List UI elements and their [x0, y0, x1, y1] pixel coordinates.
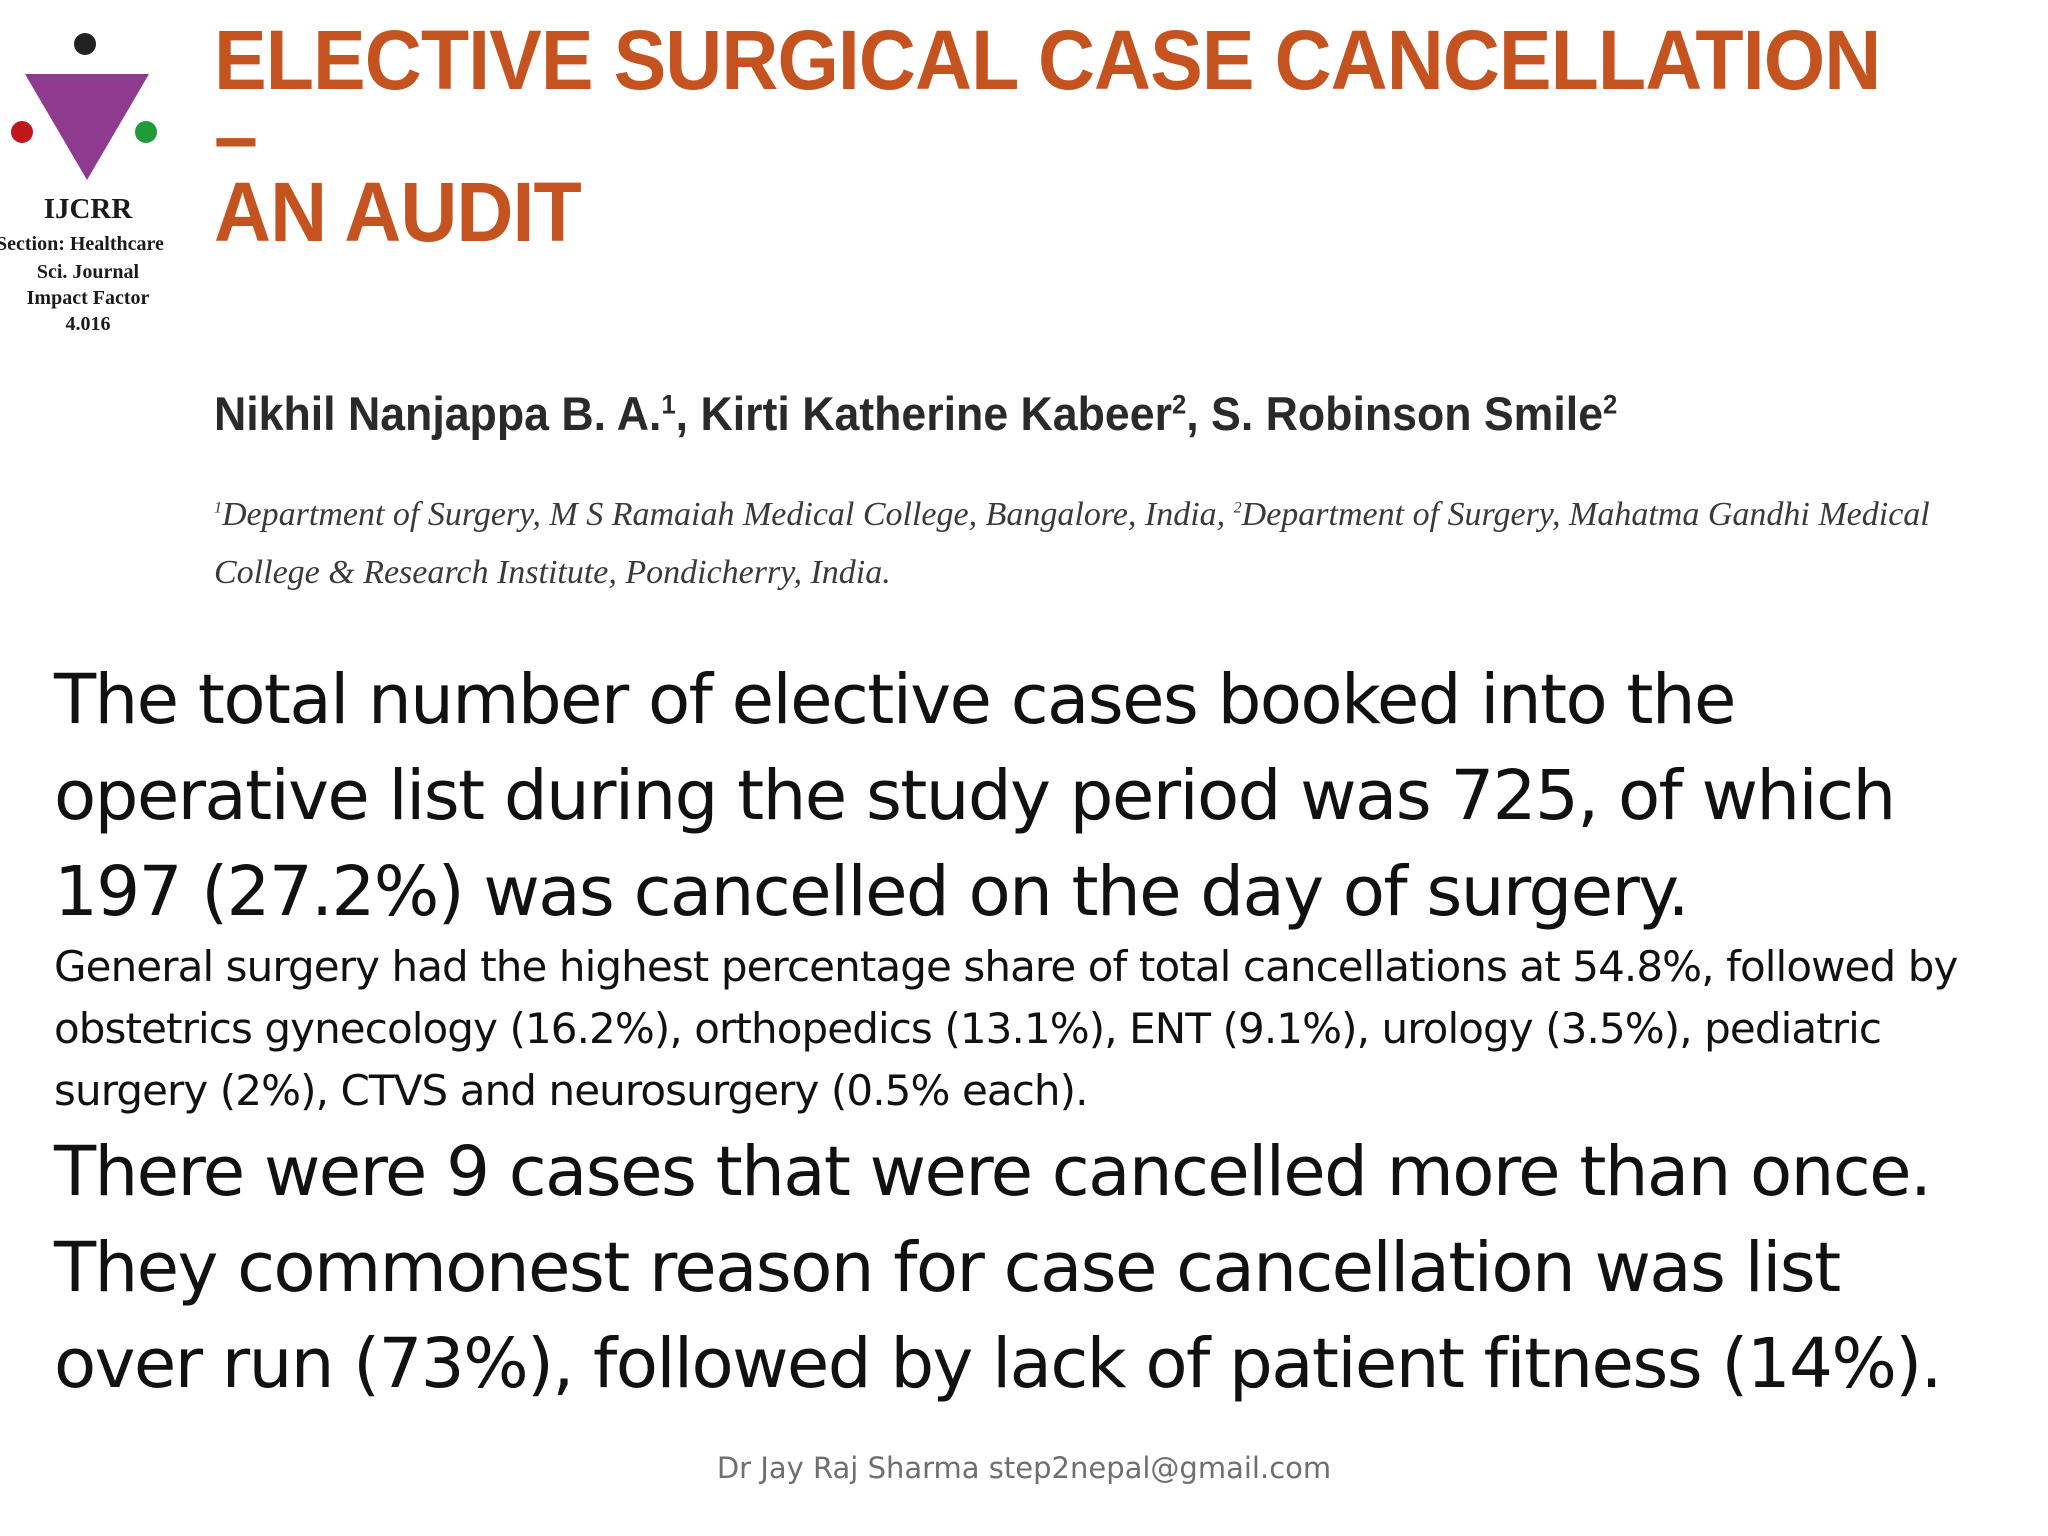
logo-journal-line2: Impact Factor: [26, 287, 150, 309]
logo-name: IJCRR: [43, 193, 133, 225]
summary-paragraph-specialty-share: General surgery had the highest percenta…: [54, 942, 1958, 1115]
logo-dot-top: [74, 33, 96, 55]
affiliation-text: 1Department of Surgery, M S Ramaiah Medi…: [214, 486, 2014, 602]
logo-triangle-icon: [11, 33, 157, 180]
logo-text: IJCRR Section: Healthcare Sci. Journal I…: [0, 189, 176, 337]
affiliation-1: Department of Surgery, M S Ramaiah Medic…: [222, 496, 1234, 533]
author-name: Nikhil Nanjappa B. A.: [214, 387, 662, 440]
affiliation-2: Department of Surgery, Mahatma Gandhi Me…: [214, 496, 1930, 591]
summary-paragraph-reasons: There were 9 cases that were cancelled m…: [54, 1132, 1943, 1404]
affiliation-marker: 2: [1233, 499, 1242, 517]
logo-impact-factor: 4.016: [65, 313, 111, 335]
author-name: Kirti Katherine Kabeer: [700, 387, 1172, 440]
author-affiliation-marker: 2: [1603, 389, 1618, 420]
affiliation-marker: 1: [214, 499, 222, 517]
journal-logo: IJCRR Section: Healthcare Sci. Journal I…: [0, 24, 196, 354]
logo-dot-right: [135, 121, 157, 143]
paper-title-line1: ELECTIVE SURGICAL CASE CANCELLATION –: [214, 13, 1881, 183]
author-name: S. Robinson Smile: [1211, 387, 1604, 440]
logo-dot-left: [11, 121, 33, 143]
author-affiliation-marker: 2: [1171, 389, 1187, 420]
summary-paragraph-total-cases: The total number of elective cases booke…: [54, 660, 1896, 932]
paper-title: ELECTIVE SURGICAL CASE CANCELLATION – AN…: [214, 18, 1934, 254]
author-affiliation-marker: 1: [661, 389, 676, 420]
paper-title-line2: AN AUDIT: [214, 165, 582, 259]
footer-credit: Dr Jay Raj Sharma step2nepal@gmail.com: [716, 1451, 1332, 1485]
logo-triangle: [25, 74, 149, 180]
author-list: Nikhil Nanjappa B. A.1, Kirti Katherine …: [214, 387, 1618, 440]
logo-section: Section: Healthcare: [0, 233, 164, 255]
logo-journal-line1: Sci. Journal: [36, 261, 140, 283]
